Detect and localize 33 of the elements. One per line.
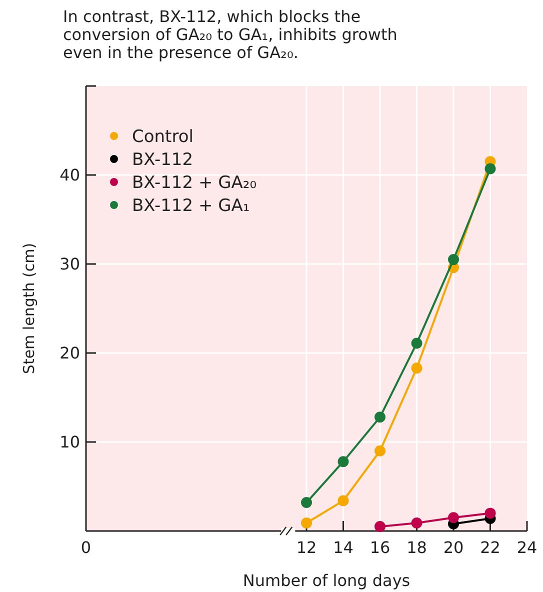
point [374, 445, 386, 456]
y-axis-title: Stem length (cm) [20, 242, 38, 374]
x-tick-label: 22 [480, 538, 500, 557]
point [338, 456, 349, 468]
point [484, 508, 496, 519]
y-tick-label: 10 [60, 432, 80, 452]
point [448, 512, 459, 524]
x-axis-title: Number of long days [242, 571, 410, 590]
x-tick-label: 18 [406, 538, 427, 557]
y-tick-label: 20 [60, 344, 80, 363]
point [301, 517, 312, 528]
x-tick-label: 12 [296, 538, 317, 557]
point [448, 254, 459, 266]
legend-label: Control [132, 126, 194, 147]
point [411, 362, 422, 374]
x-tick-label: 14 [333, 538, 354, 557]
point [411, 517, 422, 528]
point [411, 338, 422, 349]
chart-title: In contrast, BX-112, which blocks the conversion of GA₂₀ to GA₁, inhibits growth even in the presence of GA₂₀. [63, 7, 398, 62]
point [374, 521, 386, 532]
point [301, 497, 312, 508]
x-tick-label: 24 [516, 538, 538, 557]
x-tick-label: 20 [443, 538, 464, 557]
legend-label: BX-112 + GA₂₀ [132, 172, 257, 193]
legend-label: BX-112 [132, 150, 194, 170]
x-tick-label: 0 [80, 538, 92, 557]
x-tick-label: 16 [370, 538, 390, 557]
point [484, 163, 496, 174]
point [374, 412, 386, 423]
legend-label: BX-112 + GA₁ [132, 196, 250, 216]
point [338, 495, 349, 506]
y-tick-label: 40 [60, 166, 80, 185]
y-tick-label: 30 [60, 254, 80, 274]
